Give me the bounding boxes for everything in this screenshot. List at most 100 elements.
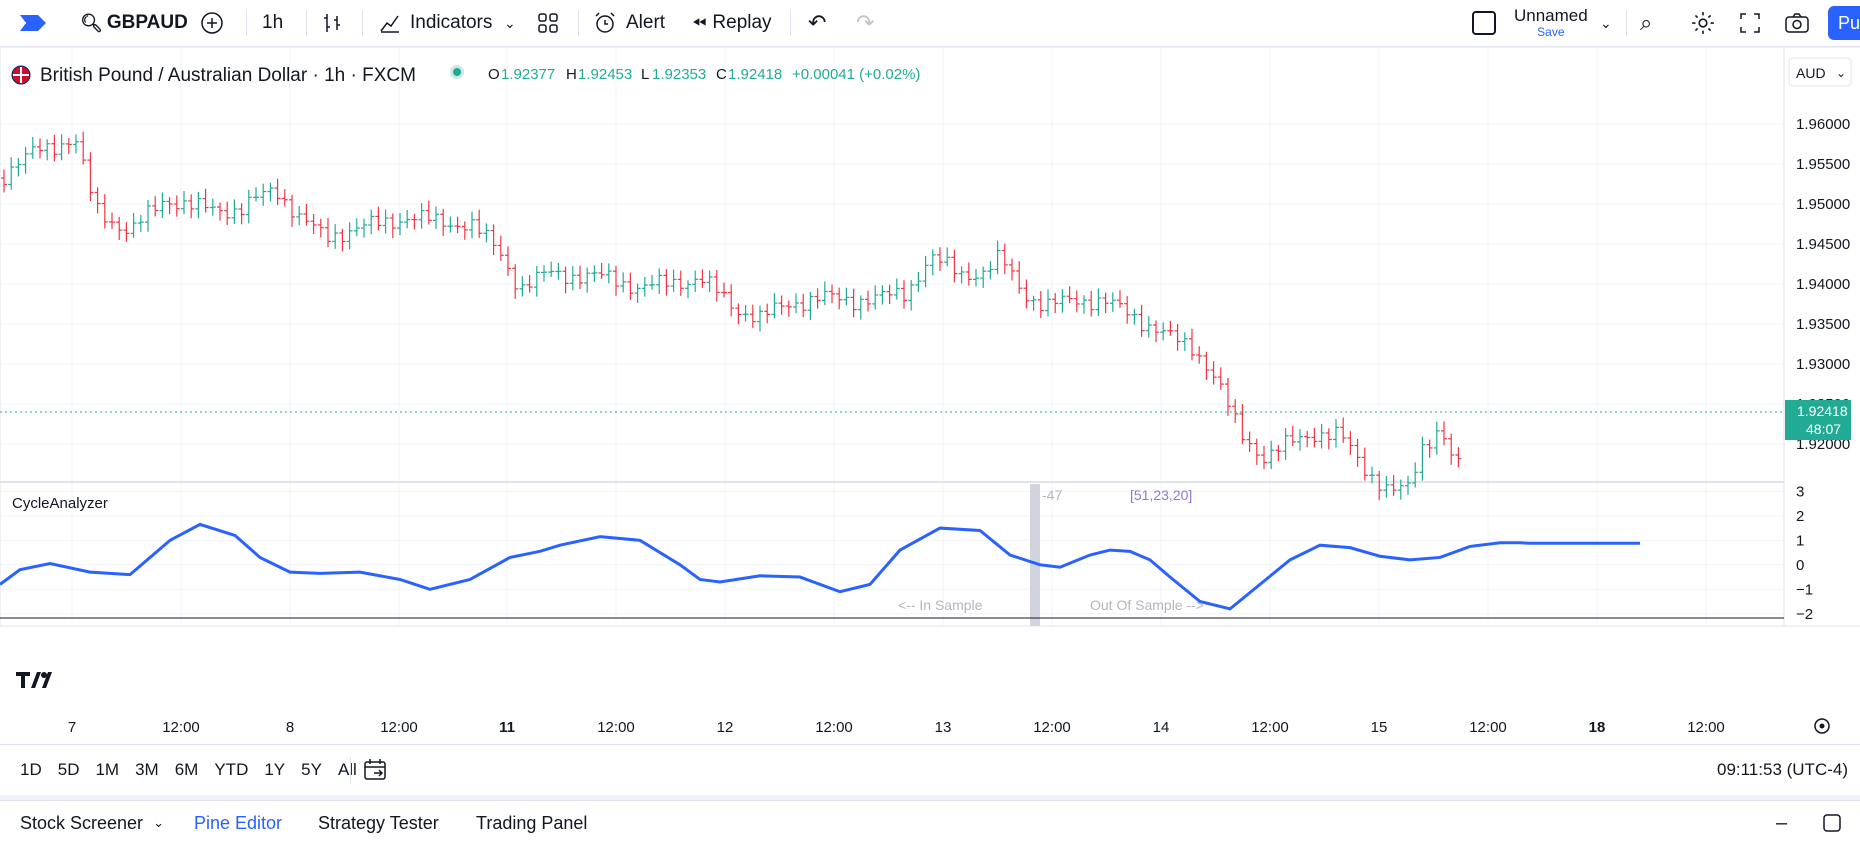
indicator-tick-label: 2: [1796, 508, 1804, 525]
svg-text:C: C: [716, 66, 727, 83]
compare-symbol-button[interactable]: [200, 0, 224, 46]
chart-type-button[interactable]: [320, 0, 344, 46]
tab-stock-screener[interactable]: Stock Screener ⌄: [20, 812, 164, 833]
price-tick-label: 1.94500: [1796, 236, 1850, 253]
alert-button[interactable]: Alert: [592, 0, 665, 46]
split-marker-value: -47: [1042, 487, 1062, 503]
axis-settings-icon[interactable]: [1814, 718, 1830, 734]
out-sample-label: Out Of Sample -->: [1090, 597, 1204, 613]
price-tick-label: 1.95000: [1796, 196, 1850, 213]
last-price-countdown: 48:07: [1806, 421, 1841, 437]
change-value: +0.00041 (+0.02%): [792, 66, 920, 83]
range-button-1y[interactable]: 1Y: [264, 760, 286, 779]
quick-search-icon[interactable]: ⌕: [1640, 10, 1653, 35]
indicators-label: Indicators: [410, 12, 493, 33]
in-sample-label: <-- In Sample: [898, 597, 983, 613]
interval-label: 1h: [262, 12, 284, 33]
time-tick-label: 14: [1153, 719, 1170, 736]
indicator-name: CycleAnalyzer: [12, 495, 108, 512]
currency-dropdown[interactable]: AUD ⌄: [1788, 57, 1852, 87]
range-button-6m[interactable]: 6M: [174, 760, 199, 779]
time-tick-label: 12:00: [1033, 719, 1071, 736]
symbol-title: British Pound / Australian Dollar · 1h ·…: [40, 65, 416, 86]
fullscreen-icon[interactable]: [1738, 0, 1762, 46]
replay-button[interactable]: ⏪︎ Replay: [692, 0, 772, 46]
time-tick-label: 12:00: [162, 719, 200, 736]
low-value: 1.92353: [652, 66, 706, 83]
settings-gear-icon[interactable]: [1690, 0, 1716, 46]
alarm-clock-icon: [595, 12, 615, 33]
layouts-button[interactable]: [536, 0, 560, 46]
range-button-5y[interactable]: 5Y: [301, 760, 322, 779]
time-tick-label: 13: [935, 719, 952, 736]
tradingview-watermark-icon[interactable]: [16, 672, 52, 688]
clock[interactable]: 09:11:53 (UTC-4): [1717, 745, 1848, 795]
symbol-legend[interactable]: British Pound / Australian Dollar · 1h ·…: [11, 65, 920, 86]
range-button-3m[interactable]: 3M: [135, 760, 159, 779]
layout-name: Unnamed: [1514, 6, 1588, 25]
top-toolbar: 🔍︎ GBPAUD 1h Indicators ⌄ Alert ⏪︎ Repla…: [0, 0, 1860, 47]
open-value: 1.92377: [501, 66, 555, 83]
range-button-ytd[interactable]: YTD: [214, 760, 249, 779]
tradingview-logo-icon[interactable]: [16, 0, 50, 46]
search-icon: 🔍︎: [80, 12, 103, 33]
price-tick-label: 1.92000: [1796, 436, 1850, 453]
market-status-icon: [453, 68, 461, 76]
range-button-1m[interactable]: 1M: [95, 760, 120, 779]
clock-label: 09:11:53 (UTC-4): [1716, 760, 1848, 779]
indicator-params: [51,23,20]: [1130, 487, 1192, 503]
chevron-down-icon[interactable]: ⌄: [504, 14, 516, 31]
high-value: 1.92453: [578, 66, 632, 83]
indicator-pane[interactable]: CycleAnalyzer -47 [51,23,20] <-- In Samp…: [0, 483, 1813, 626]
range-button-all[interactable]: All: [337, 760, 357, 779]
last-price-value: 1.92418: [1797, 403, 1848, 419]
goto-date-icon[interactable]: [362, 757, 388, 788]
layout-name-button[interactable]: Unnamed Save: [1514, 0, 1588, 46]
symbol-search-button[interactable]: 🔍︎ GBPAUD: [80, 0, 188, 46]
chart-area[interactable]: British Pound / Australian Dollar · 1h ·…: [0, 48, 1860, 744]
time-tick-label: 11: [499, 719, 515, 736]
time-tick-label: 12:00: [1687, 719, 1725, 736]
indicator-tick-label: 3: [1796, 483, 1804, 500]
undo-icon[interactable]: ↶: [808, 10, 827, 35]
tab-trading-panel[interactable]: Trading Panel: [476, 812, 588, 833]
add-circle-icon: [201, 12, 223, 34]
last-price-label: 1.92418 48:07: [1785, 400, 1851, 440]
publish-button[interactable]: Pu: [1828, 6, 1860, 40]
indicator-tick-label: 0: [1796, 557, 1804, 574]
indicator-tick-label: 1: [1796, 532, 1804, 549]
layout-checkbox[interactable]: [1472, 0, 1496, 46]
tab-strategy-tester[interactable]: Strategy Tester: [318, 812, 439, 833]
chart-canvas[interactable]: British Pound / Australian Dollar · 1h ·…: [0, 48, 1860, 744]
layout-menu-chevron-icon[interactable]: ⌄: [1600, 14, 1612, 31]
indicators-button[interactable]: Indicators: [378, 0, 492, 46]
save-label: Save: [1537, 25, 1565, 39]
price-tick-label: 1.93000: [1796, 356, 1850, 373]
range-button-5d[interactable]: 5D: [57, 760, 80, 779]
cycle-wave-series: [0, 522, 1640, 611]
svg-text:H: H: [566, 66, 577, 83]
price-tick-label: 1.94000: [1796, 276, 1850, 293]
time-tick-label: 12:00: [1469, 719, 1507, 736]
price-tick-label: 1.95500: [1796, 156, 1850, 173]
close-value: 1.92418: [728, 66, 782, 83]
camera-icon[interactable]: [1784, 0, 1810, 46]
indicator-tick-label: −2: [1796, 606, 1813, 623]
sample-split-marker: [1030, 484, 1040, 626]
time-tick-label: 8: [286, 719, 294, 736]
time-tick-label: 15: [1371, 719, 1388, 736]
tab-pine-editor[interactable]: Pine Editor: [194, 812, 283, 833]
redo-icon[interactable]: ↷: [856, 10, 875, 35]
maximize-icon[interactable]: [1822, 801, 1842, 845]
price-tick-label: 1.96000: [1796, 116, 1850, 133]
alert-label: Alert: [626, 12, 666, 33]
minimize-icon[interactable]: –: [1776, 811, 1788, 834]
bar-chart-icon: [324, 14, 340, 32]
time-tick-label: 12:00: [380, 719, 418, 736]
rewind-icon: ⏪︎: [692, 12, 707, 33]
interval-button[interactable]: 1h: [262, 0, 283, 46]
indicator-tick-label: −1: [1796, 581, 1813, 598]
bottom-panel-tabs: Stock Screener ⌄ Pine Editor Strategy Tes…: [0, 800, 1860, 845]
chevron-down-icon: ⌄: [153, 815, 164, 830]
range-button-1d[interactable]: 1D: [20, 760, 42, 779]
